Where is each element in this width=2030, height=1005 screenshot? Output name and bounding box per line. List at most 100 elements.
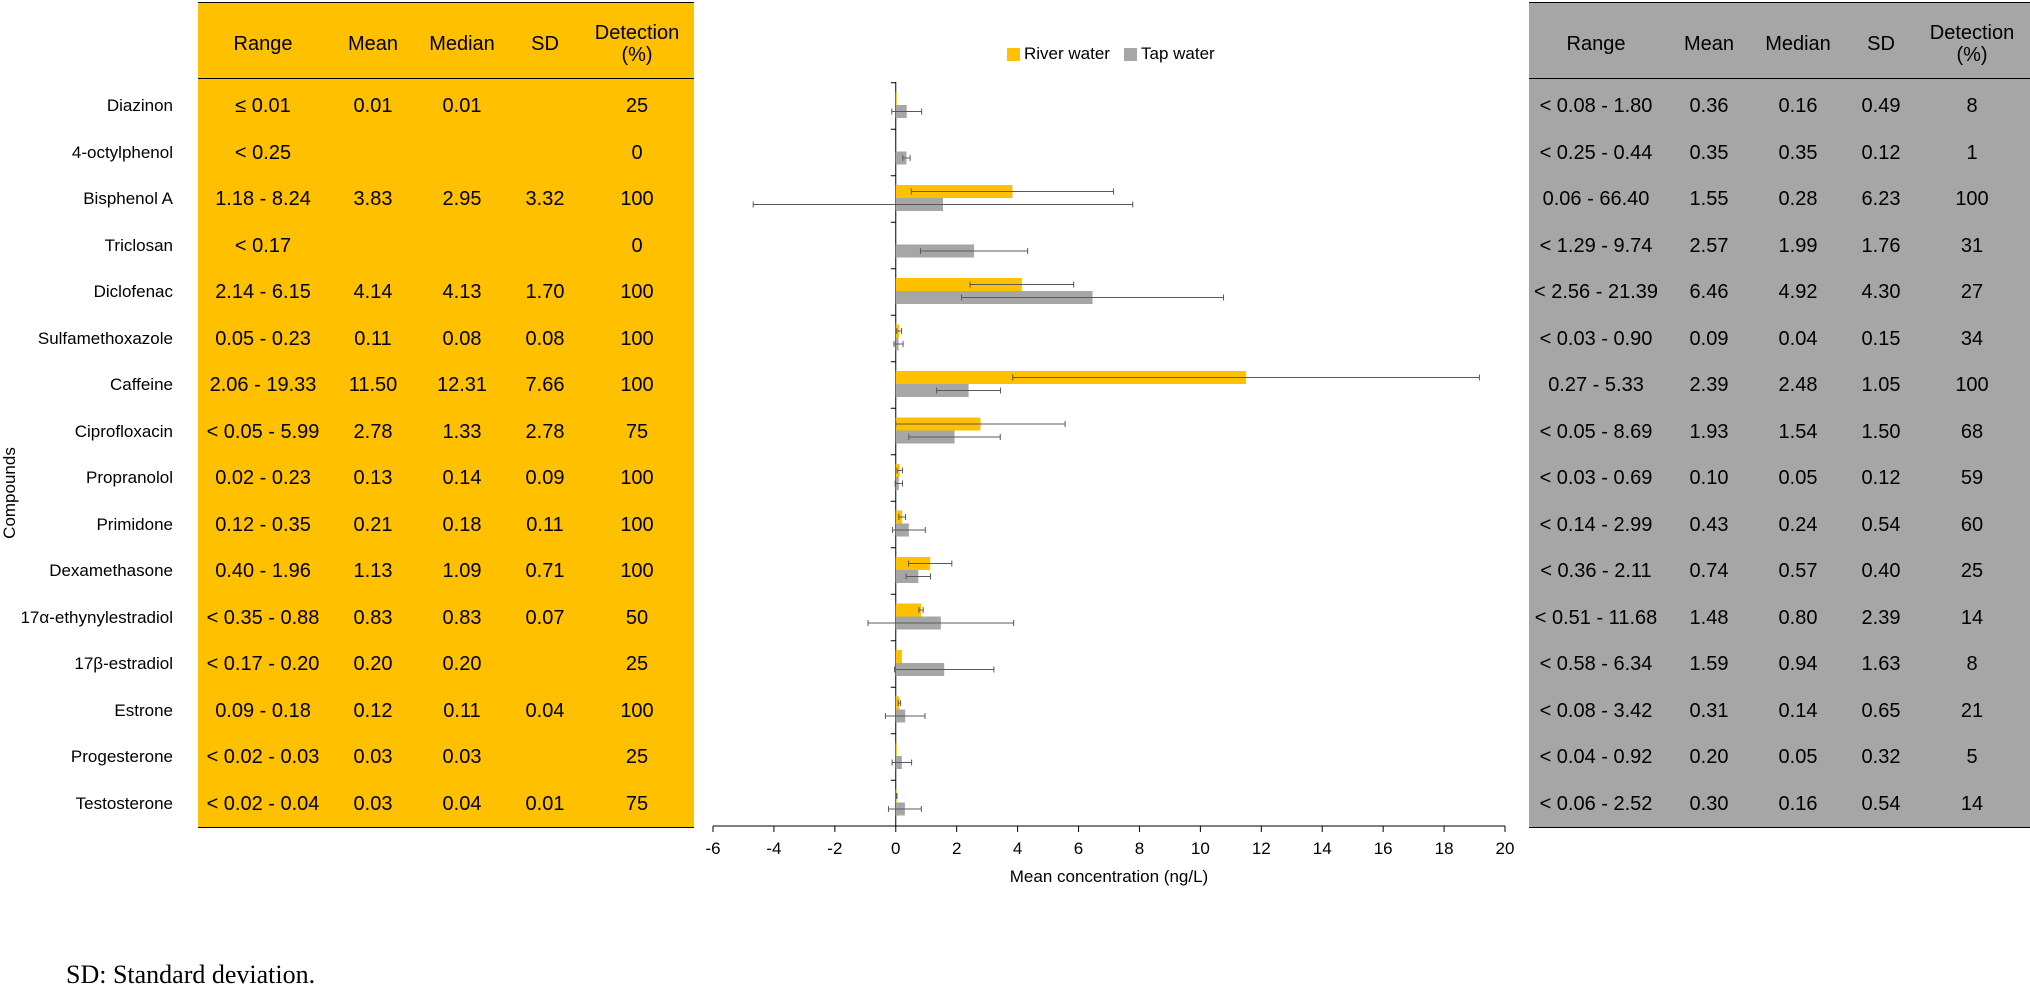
tap-table-background: [1529, 2, 2030, 828]
river-table-cell: 2.78: [353, 420, 393, 443]
river-table-cell: < 0.02 - 0.03: [206, 746, 320, 768]
river-water-bar: [895, 92, 897, 105]
river-table-header-0: Range: [233, 33, 293, 55]
tap-table-cell: 2.39: [1689, 374, 1729, 396]
river-table-cell: 0.13: [353, 467, 393, 489]
tap-table-cell: 1.59: [1689, 653, 1729, 675]
river-table-cell: 3.32: [525, 188, 565, 210]
tap-water-bar: [895, 384, 969, 397]
tap-table-cell: 31: [1960, 234, 1984, 257]
tap-table-cell: 25: [1960, 560, 1984, 582]
compound-label: Propranolol: [86, 468, 173, 487]
tap-table-cell: 0.74: [1689, 560, 1729, 582]
river-table-cell: < 0.25: [234, 141, 292, 164]
river-table-cell: 0.05 - 0.23: [215, 327, 311, 350]
river-table-cell: 75: [625, 792, 649, 815]
river-table-cell: 0.08: [442, 327, 482, 350]
tap-table-cell: 6.46: [1689, 281, 1729, 303]
river-table-cell: 0.12 - 0.35: [215, 513, 311, 536]
river-table-cell: 0.83: [442, 606, 482, 629]
tap-table-cell: 0.04: [1778, 327, 1818, 350]
river-table-cell: < 0.17: [234, 234, 292, 257]
tap-table-cell: 1.63: [1861, 653, 1901, 675]
x-tick-label: -4: [766, 839, 781, 858]
compound-label: Dexamethasone: [49, 561, 173, 580]
tap-table-cell: 0.16: [1778, 95, 1818, 117]
river-table-cell: 0.40 - 1.96: [215, 560, 311, 582]
tap-table-cell: 1.55: [1689, 188, 1729, 210]
compound-label: 17α-ethynylestradiol: [20, 607, 173, 627]
compound-label: Bisphenol A: [83, 189, 173, 208]
river-table-cell: 0.11: [354, 327, 392, 350]
river-table-cell: 11.50: [348, 374, 398, 396]
river-table-cell: 2.06 - 19.33: [209, 374, 317, 396]
footnote: SD: Standard deviation.: [66, 960, 316, 989]
river-table-cell: 100: [620, 374, 654, 396]
compound-label: Caffeine: [109, 375, 173, 394]
x-tick-label: 6: [1074, 839, 1083, 858]
compound-label: Progesterone: [70, 747, 173, 766]
river-table-cell: 1.70: [525, 281, 565, 303]
tap-table-header-2: Median: [1765, 33, 1831, 55]
river-table-cell: 0.21: [353, 513, 393, 536]
river-table-cell: 0.01: [442, 95, 482, 117]
river-table-cell: 0.20: [353, 653, 393, 675]
tap-table-cell: 0.80: [1778, 606, 1818, 629]
tap-table-cell: < 0.25 - 0.44: [1539, 141, 1653, 164]
tap-water-bar: [895, 151, 907, 165]
x-tick-label: 8: [1135, 839, 1144, 858]
x-tick-label: 16: [1374, 839, 1393, 858]
tap-table-cell: 0.20: [1689, 746, 1729, 768]
tap-table-cell: 0.49: [1861, 95, 1901, 117]
tap-table-cell: 0.15: [1861, 327, 1901, 350]
river-water-bar: [895, 603, 922, 617]
tap-table-cell: < 0.04 - 0.92: [1539, 746, 1653, 768]
river-table-cell: 2.95: [442, 188, 482, 210]
river-table-cell: 25: [625, 653, 649, 675]
river-table-cell: 0.20: [442, 653, 482, 675]
x-tick-label: 14: [1313, 839, 1332, 858]
river-table-header-rule: [198, 78, 694, 79]
tap-table-cell: 8: [1966, 653, 1978, 675]
tap-table-cell: 0.43: [1689, 513, 1729, 536]
river-table-cell: 0.09 - 0.18: [215, 699, 311, 722]
tap-table-cell: 1.50: [1861, 420, 1901, 443]
tap-table-header-0: Range: [1566, 33, 1626, 55]
compound-label: Ciprofloxacin: [74, 421, 173, 441]
tap-table-cell: 0.05: [1778, 746, 1818, 768]
legend-swatch-river: [1007, 48, 1020, 62]
river-water-bar: [895, 743, 897, 756]
compound-label: Primidone: [96, 514, 173, 534]
tap-table-cell: 68: [1960, 420, 1984, 443]
x-tick-label: 10: [1191, 839, 1210, 858]
tap-table-cell: 59: [1960, 467, 1984, 489]
x-tick-label: 12: [1252, 839, 1271, 858]
tap-table-cell: 8: [1966, 95, 1978, 117]
river-table-cell: < 0.05 - 5.99: [206, 420, 320, 443]
tap-table-cell: 60: [1960, 513, 1984, 536]
tap-table-cell: < 0.08 - 1.80: [1539, 95, 1653, 117]
river-table-cell: 12.31: [436, 374, 488, 396]
tap-table-header-1: Mean: [1683, 33, 1735, 55]
tap-table-cell: 0.57: [1778, 560, 1818, 582]
river-table-cell: 0: [631, 141, 643, 164]
river-table-cell: 0.07: [525, 606, 565, 629]
compound-label: Diazinon: [106, 96, 173, 115]
river-water-bar: [895, 278, 1022, 291]
river-table-cell: 0.11: [526, 513, 564, 536]
tap-table-cell: 1.93: [1689, 420, 1729, 443]
river-table-cell: < 0.17 - 0.20: [206, 653, 320, 675]
tap-table-cell: < 0.36 - 2.11: [1540, 560, 1652, 582]
river-table-header-4: Detection (%): [594, 22, 680, 66]
river-table-header-1: Mean: [347, 33, 399, 55]
tap-table-cell: 0.65: [1861, 699, 1901, 722]
tap-table-cell: < 1.29 - 9.74: [1539, 234, 1653, 257]
river-table-cell: 1.13: [353, 560, 393, 582]
compound-label: Testosterone: [75, 793, 173, 813]
compound-label: 4-octylphenol: [71, 142, 173, 162]
tap-table-cell: 0.06 - 66.40: [1542, 188, 1650, 210]
river-table-cell: 0.11: [443, 699, 481, 722]
tap-table-cell: 5: [1966, 746, 1978, 768]
tap-table-cell: 100: [1955, 374, 1989, 396]
